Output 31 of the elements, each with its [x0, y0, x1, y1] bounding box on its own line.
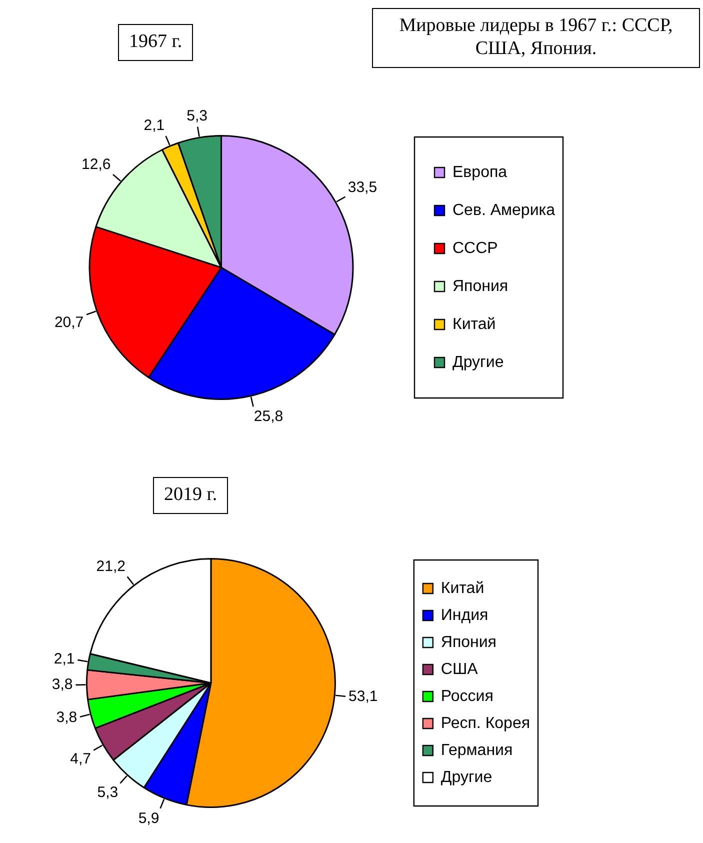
legend-label: Индия	[440, 606, 488, 624]
legend-label: Россия	[440, 688, 494, 705]
data-label: 5,3	[186, 107, 208, 124]
legend-label: Япония	[452, 278, 508, 295]
data-label: 3,8	[56, 708, 78, 726]
chart-title: 2019 г.	[153, 477, 228, 514]
legend-label: Европа	[452, 164, 508, 181]
data-label: 5,9	[138, 810, 160, 827]
legend-label: Респ. Корея	[440, 714, 530, 732]
data-label: 2,1	[54, 650, 75, 668]
text: Мировые лидеры в 1967 г.: СССР, США, Япония.	[372, 8, 700, 68]
data-label: 20,7	[54, 314, 84, 332]
legend-label: Германия	[440, 742, 513, 759]
legend-label: Другие	[452, 354, 504, 371]
legend-label: Япония	[440, 634, 496, 651]
data-label: 4,7	[70, 750, 92, 768]
data-label: 3,8	[52, 676, 73, 694]
data-label: 53,1	[348, 688, 378, 705]
chart-title: 1967 г.	[118, 24, 194, 61]
data-label: 25,8	[254, 408, 284, 426]
data-label: 2,1	[144, 116, 165, 134]
legend-label: Сев. Америка	[452, 202, 556, 219]
data-label: 5,3	[97, 784, 118, 802]
data-label: 21,2	[96, 558, 126, 575]
legend-label: Китай	[440, 580, 484, 597]
legend-label: СССР	[452, 240, 498, 257]
legend-label: Китай	[452, 316, 496, 333]
legend-label: Другие	[440, 768, 492, 786]
data-label: 12,6	[82, 156, 111, 174]
legend-label: США	[440, 660, 478, 678]
data-label: 33,5	[348, 178, 378, 196]
